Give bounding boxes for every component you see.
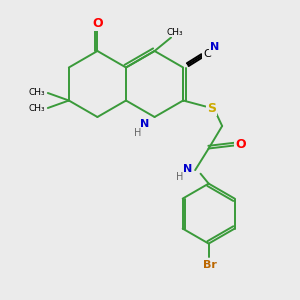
Text: N: N bbox=[210, 42, 219, 52]
Text: S: S bbox=[207, 101, 216, 115]
Text: C: C bbox=[203, 49, 211, 59]
Text: Br: Br bbox=[202, 260, 217, 270]
Text: H: H bbox=[134, 128, 142, 138]
Text: CH₃: CH₃ bbox=[28, 104, 45, 113]
Text: CH₃: CH₃ bbox=[28, 88, 45, 97]
Text: CH₃: CH₃ bbox=[167, 28, 183, 37]
Text: O: O bbox=[236, 137, 246, 151]
Text: O: O bbox=[92, 16, 103, 30]
Text: N: N bbox=[140, 119, 150, 130]
Text: N: N bbox=[183, 164, 192, 174]
Text: H: H bbox=[176, 172, 183, 182]
